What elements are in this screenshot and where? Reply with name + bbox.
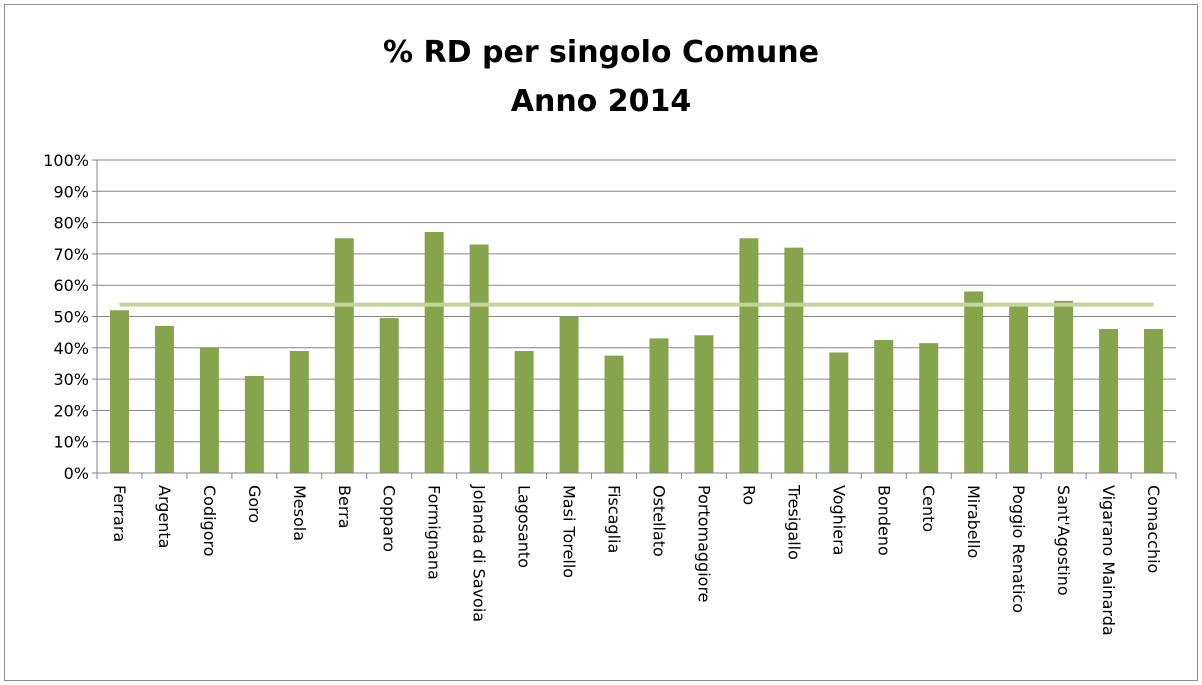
category-label: Bondeno: [874, 485, 893, 556]
bar: [559, 316, 579, 473]
bar: [964, 291, 984, 473]
category-label: Voghiera: [829, 485, 848, 555]
y-tick-label: 20%: [53, 401, 89, 420]
bar: [829, 352, 849, 473]
category-label: Jolanda di Savoia: [470, 484, 489, 622]
bar: [649, 338, 669, 473]
bar: [739, 238, 759, 473]
category-label: Tresigallo: [784, 484, 803, 560]
category-label: Masi Torello: [560, 485, 579, 578]
bar: [289, 350, 309, 473]
category-label: Goro: [245, 485, 264, 523]
y-tick-label: 90%: [53, 182, 89, 201]
bar: [424, 231, 444, 473]
y-tick-label: 40%: [53, 339, 89, 358]
y-tick-label: 80%: [53, 214, 89, 233]
bar: [469, 244, 489, 473]
category-label: Comacchio: [1144, 485, 1163, 573]
bar: [514, 350, 534, 473]
category-label: Sant'Agostino: [1054, 485, 1073, 596]
bar: [784, 247, 804, 473]
bar: [604, 355, 624, 473]
bar: [1054, 300, 1074, 473]
bar: [919, 343, 939, 473]
bar: [199, 347, 219, 473]
bar: [154, 325, 174, 473]
chart-title: % RD per singolo Comune: [383, 35, 819, 70]
x-axis: Ferrara Argenta Codigoro Goro Mesola Berra Cop…: [96, 472, 1177, 636]
category-label: Argenta: [155, 485, 174, 548]
category-label: Lagosanto: [515, 485, 534, 568]
bar: [1099, 329, 1119, 473]
bar: [694, 335, 714, 473]
y-tick-label: 50%: [53, 308, 89, 327]
bar: [379, 318, 399, 473]
chart-frame: [4, 4, 1198, 681]
y-tick-label: 0%: [64, 464, 89, 483]
category-label: Poggio Renatico: [1009, 485, 1028, 613]
category-label: Codigoro: [200, 485, 219, 557]
category-label: Mesola: [290, 485, 309, 541]
bar: [109, 310, 129, 473]
y-tick-label: 60%: [53, 276, 89, 295]
category-label: Mirabello: [964, 485, 983, 558]
category-label: Copparo: [380, 485, 399, 552]
category-label: Vigarano Mainarda: [1099, 485, 1118, 636]
bar: [1144, 329, 1164, 473]
category-label: Berra: [335, 485, 354, 529]
y-tick-label: 100%: [43, 151, 89, 170]
bar: [874, 339, 894, 473]
category-label: Ro: [739, 485, 758, 505]
bar: [1009, 305, 1029, 473]
bar: [334, 238, 354, 473]
category-label: Formignana: [425, 485, 444, 580]
bars: [109, 231, 1164, 473]
category-label: Cento: [919, 485, 938, 532]
y-axis: 0% 10% 20% 30% 40% 50% 60% 70% 80% 90% 100%: [43, 151, 98, 483]
chart-subtitle: Anno 2014: [510, 84, 692, 119]
bar: [244, 375, 264, 473]
y-tick-label: 10%: [53, 433, 89, 452]
category-label: Ostellato: [649, 485, 668, 557]
category-label: Portomaggiore: [694, 485, 713, 603]
category-label: Fiscaglia: [605, 485, 624, 553]
y-tick-label: 70%: [53, 245, 89, 264]
category-label: Ferrara: [110, 485, 129, 542]
y-tick-label: 30%: [53, 370, 89, 389]
